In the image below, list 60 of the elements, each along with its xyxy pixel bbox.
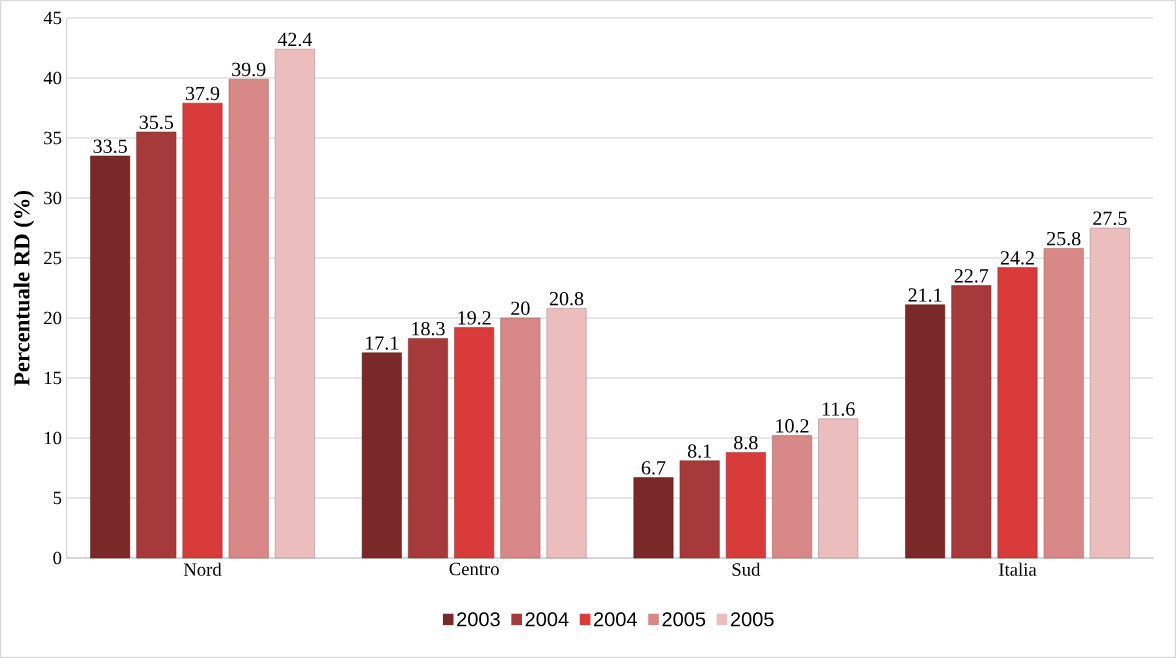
legend-label: 2004 bbox=[594, 612, 637, 627]
y-axis-title: Percentuale RD (%) bbox=[13, 191, 35, 386]
data-label: 20 bbox=[511, 301, 530, 316]
bar bbox=[454, 327, 495, 559]
bar bbox=[772, 435, 812, 559]
bar bbox=[228, 78, 269, 559]
data-label: 37.9 bbox=[185, 86, 220, 101]
x-tick-label: Sud bbox=[732, 562, 761, 576]
x-tick-label: Italia bbox=[999, 562, 1037, 576]
data-label: 19.2 bbox=[458, 311, 491, 325]
bar bbox=[182, 102, 223, 559]
y-tick-label: 35 bbox=[44, 131, 62, 145]
x-tick-label: Centro bbox=[449, 562, 499, 576]
legend-label: 2005 bbox=[662, 612, 706, 627]
x-tick-label: Nord bbox=[183, 562, 222, 576]
bar bbox=[274, 48, 315, 559]
data-label: 24.2 bbox=[1000, 251, 1034, 265]
data-label: 17.1 bbox=[366, 336, 399, 350]
data-label: 6.7 bbox=[641, 461, 666, 475]
y-tick-label: 45 bbox=[43, 11, 62, 25]
bar bbox=[500, 317, 541, 559]
data-label: 10.2 bbox=[776, 419, 809, 433]
legend-label: 2004 bbox=[525, 612, 569, 627]
data-label: 21.1 bbox=[908, 288, 942, 302]
y-tick-label: 10 bbox=[44, 431, 62, 445]
data-label: 8.1 bbox=[687, 444, 711, 458]
data-label: 20.8 bbox=[549, 291, 584, 306]
bar bbox=[136, 131, 177, 559]
legend-label: 2005 bbox=[730, 612, 774, 627]
data-label: 42.4 bbox=[277, 32, 313, 47]
data-label: 33.5 bbox=[93, 139, 127, 154]
data-label: 11.6 bbox=[822, 402, 855, 416]
bar bbox=[905, 304, 946, 559]
data-label: 25.8 bbox=[1047, 231, 1081, 246]
data-label: 18.3 bbox=[412, 321, 445, 336]
data-label: 8.8 bbox=[734, 435, 758, 450]
bar bbox=[818, 418, 859, 559]
bar bbox=[951, 285, 992, 559]
bar bbox=[90, 155, 131, 559]
bar bbox=[725, 452, 766, 559]
y-tick-label: 20 bbox=[44, 311, 62, 325]
y-tick-label: 40 bbox=[43, 71, 62, 85]
data-label: 39.9 bbox=[232, 62, 266, 77]
data-label: 27.5 bbox=[1093, 211, 1127, 226]
bar bbox=[633, 477, 674, 559]
bar bbox=[997, 267, 1038, 559]
bar bbox=[546, 308, 587, 559]
y-tick-label: 0 bbox=[53, 551, 62, 565]
y-tick-label: 5 bbox=[53, 491, 62, 505]
bar bbox=[1043, 248, 1084, 559]
y-tick-label: 30 bbox=[44, 191, 62, 205]
data-label: 35.5 bbox=[139, 115, 174, 130]
bar bbox=[679, 460, 720, 559]
legend-label: 2003 bbox=[457, 612, 500, 627]
bar bbox=[408, 338, 448, 559]
y-tick-label: 15 bbox=[44, 371, 62, 385]
data-label: 22.7 bbox=[954, 269, 989, 283]
bar bbox=[361, 352, 402, 559]
y-tick-label: 25 bbox=[44, 251, 62, 265]
bar bbox=[1089, 227, 1130, 559]
